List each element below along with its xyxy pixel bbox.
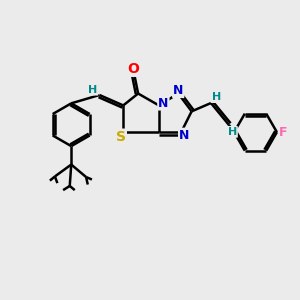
Text: F: F [279,126,288,139]
Text: H: H [212,92,221,102]
Text: N: N [173,84,183,97]
Text: N: N [158,97,169,110]
Text: O: O [128,62,140,76]
Text: H: H [228,127,237,137]
Text: H: H [88,85,98,95]
Text: S: S [116,130,126,144]
Text: N: N [179,129,189,142]
